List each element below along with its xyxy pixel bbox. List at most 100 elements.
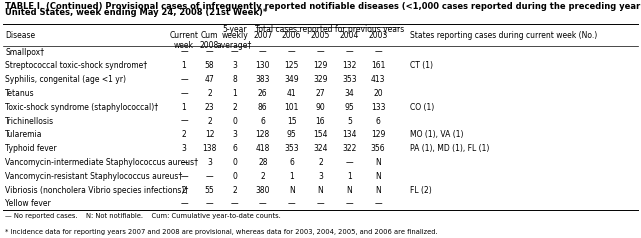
- Text: 133: 133: [371, 103, 385, 112]
- Text: MO (1), VA (1): MO (1), VA (1): [410, 130, 463, 139]
- Text: N: N: [347, 186, 352, 195]
- Text: N: N: [318, 186, 323, 195]
- Text: 2: 2: [181, 186, 187, 195]
- Text: 1: 1: [181, 61, 187, 70]
- Text: 324: 324: [313, 144, 328, 153]
- Text: 23: 23: [204, 103, 215, 112]
- Text: Syphilis, congenital (age <1 yr): Syphilis, congenital (age <1 yr): [5, 75, 126, 84]
- Text: —: —: [231, 48, 238, 57]
- Text: Toxic-shock syndrome (staphylococcal)†: Toxic-shock syndrome (staphylococcal)†: [5, 103, 158, 112]
- Text: Vancomycin-resistant Staphylococcus aureus†: Vancomycin-resistant Staphylococcus aure…: [5, 172, 183, 181]
- Text: 3: 3: [207, 158, 212, 167]
- Text: 322: 322: [342, 144, 356, 153]
- Text: —: —: [374, 199, 382, 208]
- Text: 2: 2: [207, 89, 212, 98]
- Text: —: —: [180, 89, 188, 98]
- Text: 28: 28: [258, 158, 267, 167]
- Text: 356: 356: [371, 144, 385, 153]
- Text: 2: 2: [260, 172, 265, 181]
- Text: 1: 1: [232, 89, 237, 98]
- Text: —: —: [206, 199, 213, 208]
- Text: 8: 8: [232, 75, 237, 84]
- Text: —: —: [317, 48, 324, 57]
- Text: 90: 90: [315, 103, 326, 112]
- Text: Vancomycin-intermediate Staphylococcus aureus†: Vancomycin-intermediate Staphylococcus a…: [5, 158, 198, 167]
- Text: 413: 413: [371, 75, 385, 84]
- Text: 3: 3: [232, 130, 237, 139]
- Text: Cum
2008: Cum 2008: [200, 31, 219, 50]
- Text: —: —: [180, 117, 188, 126]
- Text: 138: 138: [203, 144, 217, 153]
- Text: —: —: [231, 199, 238, 208]
- Text: 6: 6: [289, 158, 294, 167]
- Text: 2007: 2007: [253, 31, 272, 40]
- Text: PA (1), MD (1), FL (1): PA (1), MD (1), FL (1): [410, 144, 490, 153]
- Text: Tetanus: Tetanus: [5, 89, 35, 98]
- Text: 129: 129: [313, 61, 328, 70]
- Text: 34: 34: [344, 89, 354, 98]
- Text: 129: 129: [371, 130, 385, 139]
- Text: 1: 1: [289, 172, 294, 181]
- Text: FL (2): FL (2): [410, 186, 432, 195]
- Text: —: —: [317, 199, 324, 208]
- Text: 15: 15: [287, 117, 297, 126]
- Text: N: N: [376, 172, 381, 181]
- Text: Trichinellosis: Trichinellosis: [5, 117, 54, 126]
- Text: —: —: [180, 172, 188, 181]
- Text: 383: 383: [256, 75, 270, 84]
- Text: TABLE I. (Continued) Provisional cases of infrequently reported notifiable disea: TABLE I. (Continued) Provisional cases o…: [5, 2, 641, 11]
- Text: 154: 154: [313, 130, 328, 139]
- Text: 2: 2: [232, 103, 237, 112]
- Text: 5: 5: [347, 117, 352, 126]
- Text: 86: 86: [258, 103, 268, 112]
- Text: 0: 0: [232, 172, 237, 181]
- Text: 132: 132: [342, 61, 356, 70]
- Text: —: —: [180, 158, 188, 167]
- Text: N: N: [376, 186, 381, 195]
- Text: * Incidence data for reporting years 2007 and 2008 are provisional, whereas data: * Incidence data for reporting years 200…: [5, 229, 438, 235]
- Text: —: —: [180, 199, 188, 208]
- Text: 27: 27: [315, 89, 326, 98]
- Text: 161: 161: [371, 61, 385, 70]
- Text: Smallpox†: Smallpox†: [5, 48, 44, 57]
- Text: CO (1): CO (1): [410, 103, 435, 112]
- Text: 3: 3: [318, 172, 323, 181]
- Text: 0: 0: [232, 117, 237, 126]
- Text: 101: 101: [285, 103, 299, 112]
- Text: —: —: [259, 48, 267, 57]
- Text: 1: 1: [347, 172, 352, 181]
- Text: Total cases reported for previous years: Total cases reported for previous years: [256, 25, 404, 35]
- Text: 134: 134: [342, 130, 356, 139]
- Text: 2004: 2004: [340, 31, 359, 40]
- Text: 16: 16: [315, 117, 326, 126]
- Text: 2: 2: [232, 186, 237, 195]
- Text: —: —: [345, 158, 353, 167]
- Text: —: —: [288, 199, 296, 208]
- Text: —: —: [206, 172, 213, 181]
- Text: 47: 47: [204, 75, 215, 84]
- Text: 55: 55: [204, 186, 215, 195]
- Text: Tularemia: Tularemia: [5, 130, 43, 139]
- Text: —: —: [374, 48, 382, 57]
- Text: 349: 349: [285, 75, 299, 84]
- Text: 3: 3: [181, 144, 187, 153]
- Text: Streptococcal toxic-shock syndrome†: Streptococcal toxic-shock syndrome†: [5, 61, 147, 70]
- Text: 95: 95: [344, 103, 354, 112]
- Text: weekly
average†: weekly average†: [217, 31, 252, 50]
- Text: 6: 6: [260, 117, 265, 126]
- Text: 2006: 2006: [282, 31, 301, 40]
- Text: 130: 130: [256, 61, 270, 70]
- Text: 95: 95: [287, 130, 297, 139]
- Text: 6: 6: [376, 117, 381, 126]
- Text: 125: 125: [285, 61, 299, 70]
- Text: States reporting cases during current week (No.): States reporting cases during current we…: [410, 31, 597, 40]
- Text: 3: 3: [232, 61, 237, 70]
- Text: 353: 353: [342, 75, 356, 84]
- Text: 418: 418: [256, 144, 270, 153]
- Text: 2: 2: [181, 130, 187, 139]
- Text: 20: 20: [373, 89, 383, 98]
- Text: Vibriosis (noncholera Vibrio species infections)†: Vibriosis (noncholera Vibrio species inf…: [5, 186, 188, 195]
- Text: 5-year: 5-year: [222, 25, 247, 35]
- Text: Disease: Disease: [5, 31, 35, 40]
- Text: 1: 1: [181, 103, 187, 112]
